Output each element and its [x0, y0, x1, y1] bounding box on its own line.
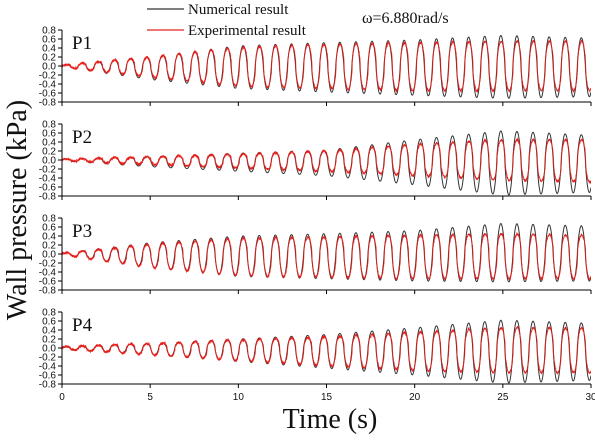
- y-tick-label: 0.4: [42, 44, 56, 55]
- y-tick-label: 0.4: [42, 232, 56, 243]
- y-tick-label: 0.0: [42, 156, 56, 167]
- y-tick-label: 0.8: [42, 26, 56, 37]
- x-tick-label: 5: [147, 392, 153, 403]
- series-line-experimental-p1: [62, 39, 591, 94]
- legend-label-experimental: Experimental result: [188, 23, 307, 39]
- y-tick-label: -0.6: [39, 277, 57, 288]
- y-tick-label: 0.6: [42, 223, 56, 234]
- y-tick-label: 0.8: [42, 214, 56, 225]
- y-tick-label: 0.2: [42, 241, 56, 252]
- y-tick-label: 0.4: [42, 326, 56, 337]
- x-tick-label: 15: [321, 392, 333, 403]
- series-line-numerical-p1: [62, 34, 591, 99]
- y-tick-label: -0.2: [39, 259, 57, 270]
- y-tick-label: 0.4: [42, 138, 56, 149]
- legend: Numerical result Experimental result: [147, 2, 307, 39]
- y-tick-label: -0.6: [39, 371, 57, 382]
- y-tick-label: 0.0: [42, 62, 56, 73]
- y-tick-label: 0.2: [42, 147, 56, 158]
- y-tick-label: -0.4: [39, 268, 57, 279]
- y-tick-label: -0.8: [39, 380, 57, 391]
- y-axis-title: Wall pressure (kPa): [2, 100, 33, 320]
- y-tick-label: -0.6: [39, 183, 57, 194]
- y-tick-label: -0.8: [39, 286, 57, 297]
- panel-label-p1: P1: [72, 33, 92, 54]
- panel-p1: 0.80.60.40.20.0-0.2-0.4-0.6-0.8 P1: [39, 26, 592, 109]
- y-tick-label: 0.8: [42, 120, 56, 131]
- panel-label-p3: P3: [72, 221, 92, 242]
- y-tick-label: 0.6: [42, 317, 56, 328]
- y-tick-label: -0.8: [39, 192, 57, 203]
- y-tick-label: -0.4: [39, 174, 57, 185]
- y-tick-label: -0.6: [39, 89, 57, 100]
- omega-annotation: ω=6.880rad/s: [362, 10, 449, 27]
- x-tick-label: 25: [497, 392, 509, 403]
- x-tick-label: 10: [233, 392, 245, 403]
- x-tick-label: 20: [409, 392, 421, 403]
- series-line-experimental-p2: [62, 137, 591, 185]
- panel-label-p4: P4: [72, 315, 93, 336]
- panel-label-p2: P2: [72, 127, 92, 148]
- x-axis-title: Time (s): [283, 404, 378, 435]
- panel-p3: 0.80.60.40.20.0-0.2-0.4-0.6-0.8 P3: [39, 214, 592, 297]
- y-tick-label: 0.2: [42, 53, 56, 64]
- y-tick-label: 0.6: [42, 35, 56, 46]
- y-tick-label: 0.2: [42, 335, 56, 346]
- panel-p4: 0.80.60.40.20.0-0.2-0.4-0.6-0.80 5 10 15 20 2…: [39, 308, 595, 404]
- x-tick-label: 30: [585, 392, 595, 403]
- panels: 0.80.60.40.20.0-0.2-0.4-0.6-0.8P10.80.60…: [39, 26, 595, 404]
- y-tick-label: -0.8: [39, 98, 57, 109]
- y-tick-label: -0.4: [39, 362, 57, 373]
- y-tick-label: -0.2: [39, 71, 57, 82]
- y-tick-label: -0.2: [39, 353, 57, 364]
- y-tick-label: -0.4: [39, 80, 57, 91]
- series-line-experimental-p4: [62, 325, 591, 376]
- x-tick-label: 0: [59, 392, 65, 403]
- y-tick-label: 0.0: [42, 344, 56, 355]
- y-tick-label: -0.2: [39, 165, 57, 176]
- legend-label-numerical: Numerical result: [188, 2, 289, 18]
- y-tick-label: 0.6: [42, 129, 56, 140]
- panel-p2: 0.80.60.40.20.0-0.2-0.4-0.6-0.8 P2: [39, 120, 592, 203]
- series-line-experimental-p3: [62, 231, 591, 282]
- y-tick-label: 0.8: [42, 308, 56, 319]
- y-tick-label: 0.0: [42, 250, 56, 261]
